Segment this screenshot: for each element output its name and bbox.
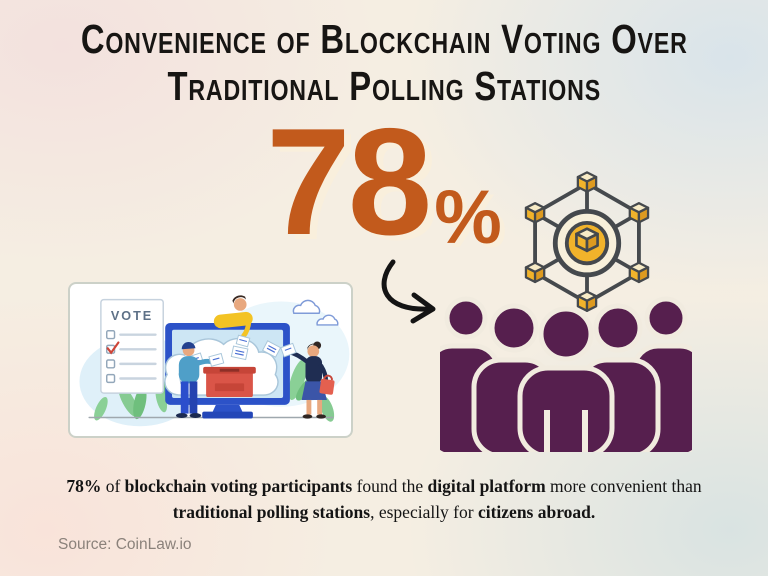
source-attribution: Source: CoinLaw.io xyxy=(58,536,192,553)
voters-group-icon xyxy=(440,296,692,452)
desc-seg: citizens abroad. xyxy=(477,502,596,523)
statistic-value: 78 xyxy=(266,97,432,267)
vote-checklist: VOTE xyxy=(100,298,164,394)
desc-seg: of xyxy=(101,476,125,496)
blockchain-network-icon xyxy=(524,171,650,312)
desc-seg: traditional polling stations xyxy=(172,502,371,523)
person-teal xyxy=(175,341,225,418)
red-checkmark xyxy=(106,341,120,355)
statistic-unit: % xyxy=(434,175,502,261)
sky-clouds xyxy=(292,299,339,326)
desc-seg: , especially for xyxy=(370,502,478,523)
title-line-2: Traditional Polling Stations xyxy=(167,63,601,110)
person-navy xyxy=(280,341,335,419)
desc-seg: found the xyxy=(352,476,428,496)
statistic-description: 78% of blockchain voting participants fo… xyxy=(44,473,724,526)
desc-seg: blockchain voting participants xyxy=(124,476,353,496)
vote-label: VOTE xyxy=(111,309,153,323)
page-title: Convenience of Blockchain Voting Over Tr… xyxy=(0,16,768,110)
online-voting-illustration: VOTE xyxy=(68,282,353,438)
statistic: 78 % xyxy=(0,97,768,267)
desc-seg: digital platform xyxy=(427,476,546,496)
title-line-1: Convenience of Blockchain Voting Over xyxy=(80,16,688,62)
desc-seg: 78% xyxy=(66,476,102,496)
curved-arrow-icon xyxy=(381,259,436,324)
desc-seg: more convenient than xyxy=(545,476,702,496)
person-yellow xyxy=(213,295,253,348)
